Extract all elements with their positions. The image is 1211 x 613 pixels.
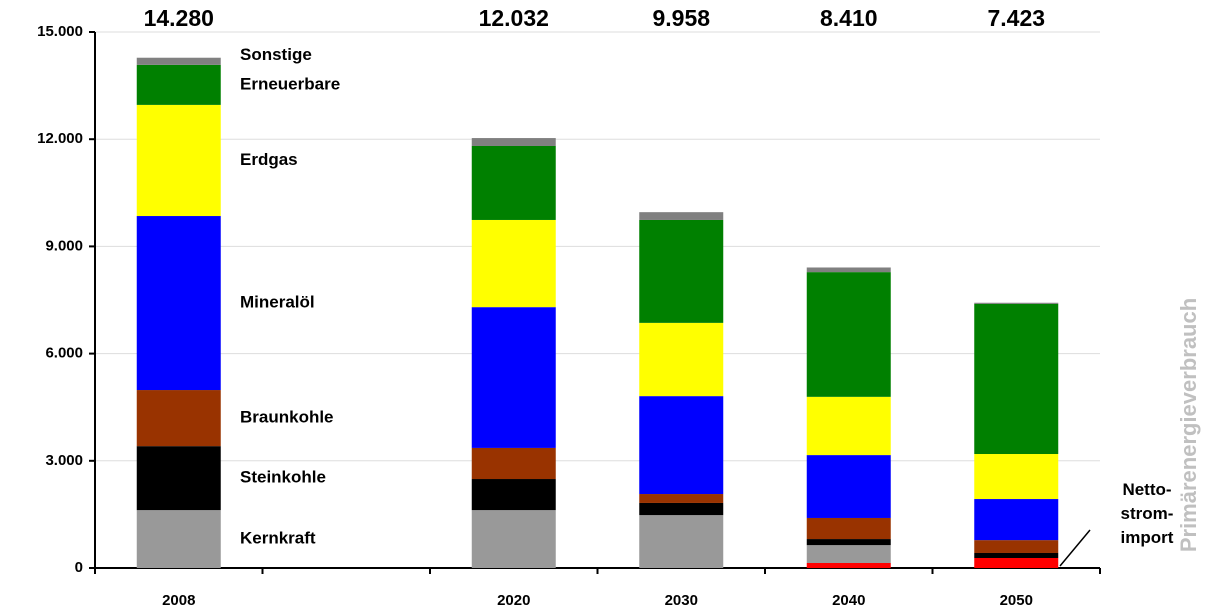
bar-segment [806, 539, 891, 546]
total-label: 12.032 [479, 5, 549, 31]
series-label: Erneuerbare [240, 74, 340, 93]
bar-segment [639, 515, 724, 568]
bar-segment [639, 212, 724, 220]
bar-segment [974, 303, 1059, 455]
y-axis-label: Primärenergieverbrauch [1176, 298, 1201, 552]
bar-segment [471, 138, 556, 146]
x-tick-label: 2008 [162, 592, 195, 609]
bar-segment [136, 104, 221, 217]
series-label: Erdgas [240, 150, 298, 169]
bar-segment [639, 322, 724, 397]
total-label: 9.958 [652, 5, 710, 31]
bar-segment [806, 562, 891, 568]
bar-segment [471, 479, 556, 511]
bar-segment [974, 302, 1059, 304]
x-tick-label: 2050 [1000, 592, 1033, 609]
annotation-line [1059, 529, 1091, 567]
bar-segment [639, 219, 724, 323]
bar-segment [639, 396, 724, 495]
bar-segment [471, 219, 556, 308]
bar-segment [806, 396, 891, 456]
bar-segment [974, 454, 1059, 500]
series-label: Braunkohle [240, 408, 334, 427]
series-label: Netto- strom- import [1120, 480, 1174, 547]
bar-segment [471, 145, 556, 220]
bar-segment [136, 64, 221, 105]
bar-segment [806, 267, 891, 273]
bar-segment [136, 446, 221, 511]
bar-segment [639, 494, 724, 503]
series-label: Steinkohle [240, 468, 326, 487]
y-tick-label: 12.000 [37, 130, 83, 147]
x-tick-label: 2040 [832, 592, 865, 609]
y-tick-label: 3.000 [45, 452, 83, 469]
bar-segment [136, 216, 221, 391]
y-tick-label: 0 [75, 559, 83, 576]
bar-segment [806, 545, 891, 563]
bar-segment [471, 510, 556, 568]
series-label: Mineralöl [240, 293, 315, 312]
bar-segment [806, 455, 891, 518]
y-tick-label: 9.000 [45, 237, 83, 254]
bar-segment [471, 307, 556, 448]
y-tick-label: 15.000 [37, 23, 83, 40]
total-label: 14.280 [144, 5, 214, 31]
total-label: 7.423 [987, 5, 1045, 31]
bar-segment [806, 517, 891, 540]
x-tick-label: 2030 [665, 592, 698, 609]
bar-segment [136, 390, 221, 447]
bar-segment [974, 540, 1059, 553]
bar-segment [974, 499, 1059, 541]
bar-segment [974, 552, 1059, 558]
x-tick-label: 2020 [497, 592, 530, 609]
bar-segment [471, 447, 556, 480]
y-tick-label: 6.000 [45, 345, 83, 362]
bar-segment [136, 510, 221, 568]
bar-segment [974, 557, 1059, 568]
bar-segment [806, 272, 891, 397]
series-label: Kernkraft [240, 529, 316, 548]
total-label: 8.410 [820, 5, 878, 31]
bar-segment [639, 502, 724, 516]
series-label: Sonstige [240, 45, 312, 64]
bar-segment [136, 57, 221, 65]
